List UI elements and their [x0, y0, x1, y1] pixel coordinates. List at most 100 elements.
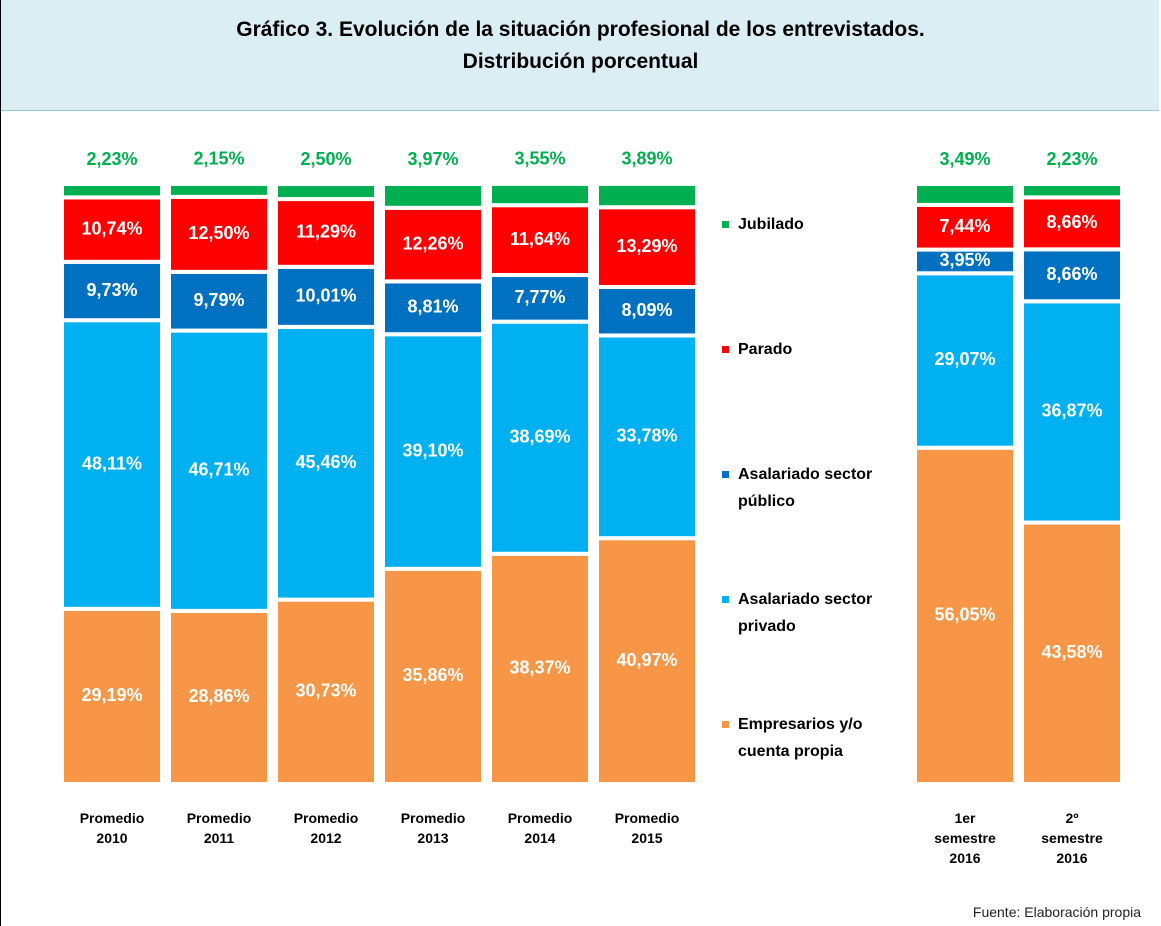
bar-segment	[488, 181, 592, 208]
data-label: 7,44%	[939, 216, 990, 236]
x-tick-label: Promedio 2010	[79, 810, 145, 846]
data-label: 2,15%	[193, 149, 244, 169]
data-label: 8,66%	[1046, 264, 1097, 284]
data-label: 2,50%	[300, 149, 351, 169]
data-label: 45,46%	[295, 452, 356, 472]
data-label: 36,87%	[1041, 401, 1102, 421]
bar-segment	[595, 536, 699, 786]
data-label: 3,97%	[407, 149, 458, 169]
legend-swatch	[722, 221, 729, 228]
data-label: 8,66%	[1046, 212, 1097, 232]
bar-segment	[60, 195, 164, 264]
bar-segment	[595, 333, 699, 541]
bar-segment	[1020, 520, 1124, 787]
legend-swatch	[722, 346, 729, 353]
data-label: 39,10%	[402, 440, 463, 460]
data-label: 29,19%	[81, 685, 142, 705]
data-label: 29,07%	[934, 349, 995, 369]
data-label: 2,23%	[1046, 149, 1097, 169]
data-label: 35,86%	[402, 665, 463, 685]
data-label: 9,79%	[193, 290, 244, 310]
chart-subtitle: Distribución porcentual	[462, 50, 699, 73]
data-label: 12,26%	[402, 233, 463, 253]
data-label: 12,50%	[188, 223, 249, 243]
bar-segment	[381, 279, 485, 337]
legend-item: Asalariado sector público	[722, 461, 892, 515]
data-label: 13,29%	[616, 236, 677, 256]
data-label: 10,74%	[81, 218, 142, 238]
legend-label: Empresarios y/o cuenta propia	[738, 716, 863, 760]
legend-swatch	[722, 596, 729, 603]
data-label: 33,78%	[616, 426, 677, 446]
x-tick-label: Promedio 2012	[293, 810, 359, 846]
bar-segment	[274, 324, 378, 602]
header-band	[0, 0, 1159, 111]
bar-segment	[381, 566, 485, 787]
data-label: 3,49%	[939, 149, 990, 169]
legend-label: Asalariado sector público	[738, 466, 873, 510]
data-label: 48,11%	[82, 453, 142, 473]
data-label: 38,69%	[509, 426, 570, 446]
bar-segment	[60, 259, 164, 323]
bar-segment	[913, 202, 1017, 252]
data-label: 38,37%	[509, 658, 570, 678]
bar-segment	[1020, 247, 1124, 304]
bar-segment	[274, 182, 378, 202]
data-label: 2,23%	[86, 149, 137, 169]
bar-segment	[381, 205, 485, 284]
chart-title: Gráfico 3. Evolución de la situación pro…	[236, 18, 925, 41]
data-label: 3,89%	[621, 149, 672, 169]
data-label: 11,29%	[296, 222, 356, 242]
bar-segment	[1020, 299, 1124, 525]
legend-label: Jubilado	[738, 216, 804, 233]
x-tick-label: Promedio 2014	[507, 810, 573, 846]
data-label: 8,09%	[621, 300, 672, 320]
bar-segment	[167, 608, 271, 787]
data-label: 28,86%	[188, 686, 249, 706]
data-label: 3,55%	[514, 149, 565, 169]
bar-segment	[595, 205, 699, 289]
legend-item: Jubilado	[722, 211, 892, 238]
bar-segment	[488, 203, 592, 278]
data-label: 46,71%	[188, 459, 249, 479]
bar-segment	[381, 182, 485, 210]
bar-segment	[1020, 182, 1124, 200]
bar-segment	[274, 197, 378, 269]
bar-segment	[60, 182, 164, 200]
legend-item: Asalariado sector privado	[722, 586, 892, 640]
bar-segment	[913, 182, 1017, 207]
data-label: 43,58%	[1041, 642, 1102, 662]
legend-label: Asalariado sector privado	[738, 591, 873, 635]
bar-segment	[1020, 195, 1124, 252]
bar-segment	[913, 445, 1017, 786]
x-tick-label: 2º semestre 2016	[1041, 810, 1103, 866]
bar-segment	[167, 181, 271, 199]
legend-item: Parado	[722, 336, 892, 363]
source: Fuente: Elaboración propia	[972, 904, 1141, 920]
bar-segment	[488, 551, 592, 787]
data-label: 11,64%	[510, 229, 570, 249]
legend-swatch	[722, 721, 729, 728]
bar-segment	[167, 269, 271, 333]
bar-segment	[381, 332, 485, 571]
data-label: 3,95%	[939, 250, 990, 270]
data-label: 7,77%	[514, 287, 565, 307]
data-label: 40,97%	[616, 650, 677, 670]
bar-segment	[60, 606, 164, 786]
x-tick-label: Promedio 2013	[400, 810, 466, 846]
data-label: 10,01%	[295, 286, 356, 306]
data-label: 8,81%	[407, 297, 458, 317]
data-label: 56,05%	[934, 605, 995, 625]
legend-label: Parado	[738, 341, 793, 358]
x-tick-label: Promedio 2011	[186, 810, 252, 846]
x-tick-label: Promedio 2015	[614, 810, 680, 846]
data-label: 30,73%	[295, 681, 356, 701]
bar-segment	[167, 194, 271, 274]
bar-segment	[167, 328, 271, 613]
left-border	[0, 0, 1, 926]
bar-segment	[60, 318, 164, 611]
bar-segment	[488, 319, 592, 556]
x-tick-label: 1er semestre 2016	[934, 810, 996, 866]
